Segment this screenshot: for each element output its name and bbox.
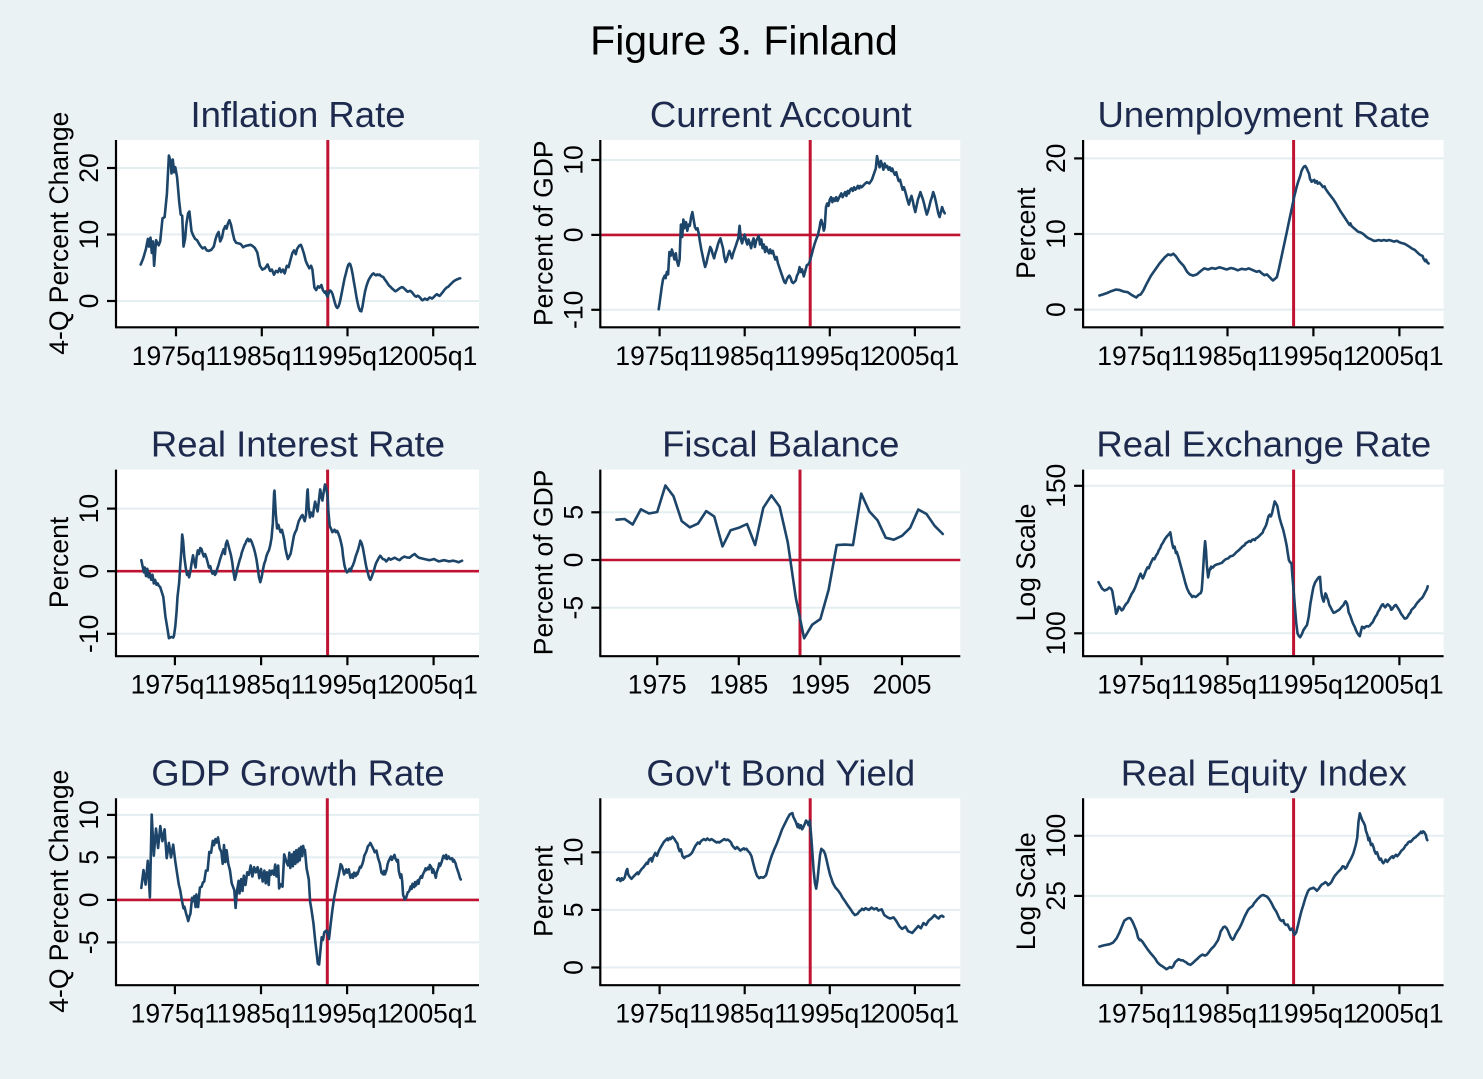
svg-text:1975q1: 1975q1 [131,670,219,700]
svg-text:Percent of GDP: Percent of GDP [528,470,558,656]
svg-text:Figure 3. Finland: Figure 3. Finland [590,18,898,64]
svg-text:100: 100 [1041,611,1071,655]
svg-text:1975: 1975 [628,670,687,700]
svg-text:1995q1: 1995q1 [786,341,874,371]
svg-text:Log Scale: Log Scale [1011,832,1041,950]
svg-text:2005q1: 2005q1 [389,998,477,1028]
svg-text:1995q1: 1995q1 [1269,998,1357,1028]
svg-text:2005q1: 2005q1 [1355,670,1443,700]
svg-text:5: 5 [558,505,588,520]
svg-text:1985q1: 1985q1 [217,670,305,700]
svg-text:2005: 2005 [873,670,932,700]
svg-text:10: 10 [1041,219,1071,248]
svg-text:Real Exchange Rate: Real Exchange Rate [1096,424,1431,465]
svg-text:4-Q Percent Change: 4-Q Percent Change [44,112,74,355]
svg-text:25: 25 [1041,881,1071,910]
svg-text:10: 10 [558,838,588,867]
svg-text:1995q1: 1995q1 [303,341,391,371]
svg-text:0: 0 [74,893,104,908]
svg-text:1975q1: 1975q1 [615,998,703,1028]
svg-text:0: 0 [74,564,104,579]
svg-text:1985: 1985 [709,670,768,700]
svg-text:Fiscal Balance: Fiscal Balance [662,424,899,465]
svg-text:-5: -5 [74,931,104,955]
svg-text:1995q1: 1995q1 [303,670,391,700]
svg-text:Gov't Bond Yield: Gov't Bond Yield [646,752,915,793]
svg-text:2005q1: 2005q1 [871,998,959,1028]
svg-text:2005q1: 2005q1 [389,670,477,700]
svg-text:10: 10 [558,145,588,174]
svg-text:1985q1: 1985q1 [700,341,788,371]
svg-text:1995q1: 1995q1 [1269,670,1357,700]
svg-text:5: 5 [558,903,588,918]
svg-text:Percent: Percent [44,516,74,608]
svg-text:150: 150 [1041,464,1071,508]
svg-text:1985q1: 1985q1 [1183,998,1271,1028]
svg-text:10: 10 [74,494,104,523]
svg-text:1975q1: 1975q1 [1097,341,1185,371]
svg-text:5: 5 [74,850,104,865]
svg-text:Log Scale: Log Scale [1011,503,1041,621]
svg-text:10: 10 [74,220,104,249]
svg-text:0: 0 [558,228,588,243]
svg-text:GDP Growth Rate: GDP Growth Rate [151,752,444,793]
svg-text:2005q1: 2005q1 [1355,998,1443,1028]
svg-text:1975q1: 1975q1 [1097,670,1185,700]
svg-text:0: 0 [558,553,588,568]
svg-text:10: 10 [74,800,104,829]
svg-text:Real Equity Index: Real Equity Index [1121,752,1407,793]
svg-text:-10: -10 [558,291,588,329]
svg-text:1975q1: 1975q1 [132,341,220,371]
svg-text:Percent of GDP: Percent of GDP [528,140,558,326]
svg-text:1975q1: 1975q1 [1097,998,1185,1028]
svg-text:20: 20 [74,153,104,182]
svg-text:2005q1: 2005q1 [1355,341,1443,371]
svg-text:1985q1: 1985q1 [218,341,306,371]
svg-text:Real Interest Rate: Real Interest Rate [151,424,445,465]
svg-text:1985q1: 1985q1 [217,998,305,1028]
svg-text:2005q1: 2005q1 [389,341,477,371]
svg-text:Unemployment Rate: Unemployment Rate [1097,94,1430,135]
svg-text:1985q1: 1985q1 [1183,670,1271,700]
svg-text:1995q1: 1995q1 [1269,341,1357,371]
svg-text:1985q1: 1985q1 [700,998,788,1028]
svg-text:Percent: Percent [1011,187,1041,279]
svg-text:20: 20 [1041,144,1071,173]
svg-text:1975q1: 1975q1 [131,998,219,1028]
svg-text:0: 0 [1041,302,1071,317]
svg-text:1995q1: 1995q1 [786,998,874,1028]
svg-text:Current Account: Current Account [650,94,912,135]
svg-text:-5: -5 [558,596,588,620]
svg-text:Percent: Percent [528,845,558,937]
svg-text:100: 100 [1041,814,1071,858]
svg-text:Inflation Rate: Inflation Rate [190,94,405,135]
svg-text:1975q1: 1975q1 [615,341,703,371]
svg-text:1995: 1995 [791,670,850,700]
svg-text:2005q1: 2005q1 [871,341,959,371]
svg-text:1985q1: 1985q1 [1183,341,1271,371]
svg-text:-10: -10 [74,615,104,653]
svg-text:0: 0 [74,294,104,309]
svg-text:4-Q Percent Change: 4-Q Percent Change [44,770,74,1013]
svg-text:1995q1: 1995q1 [303,998,391,1028]
svg-text:0: 0 [558,960,588,975]
